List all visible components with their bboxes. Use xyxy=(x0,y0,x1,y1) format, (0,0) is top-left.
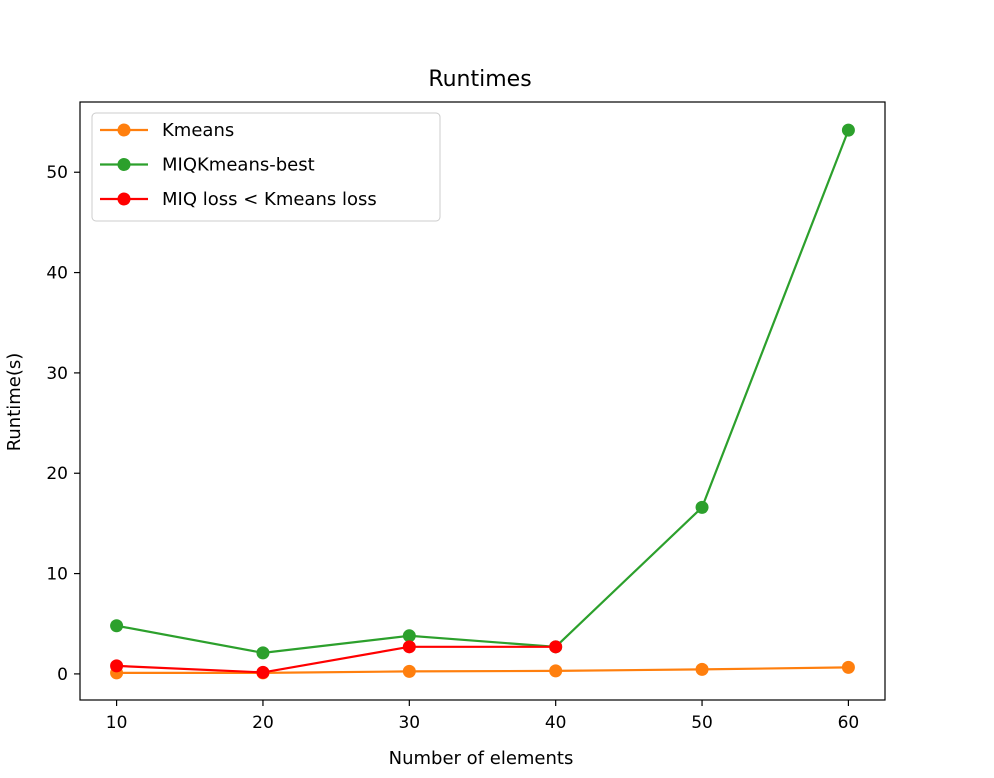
legend-item: Kmeans xyxy=(100,120,234,141)
y-axis-label: Runtime(s) xyxy=(4,353,25,452)
data-point xyxy=(256,646,270,660)
legend-marker xyxy=(117,158,131,171)
x-tick-label: 40 xyxy=(545,713,567,733)
plot-frame xyxy=(79,101,886,701)
data-point xyxy=(695,500,709,514)
data-point xyxy=(110,659,124,673)
y-tick-label: 10 xyxy=(46,565,68,585)
legend-label: MIQKmeans-best xyxy=(162,155,315,176)
y-tick-label: 0 xyxy=(57,665,68,685)
data-point xyxy=(549,640,563,654)
legend-label: MIQ loss < Kmeans loss xyxy=(162,189,377,210)
data-point xyxy=(549,664,563,678)
data-point xyxy=(841,123,855,137)
data-point xyxy=(695,662,709,676)
axes: 10 20 30 40 50 60 0 10 20 30 40 50 xyxy=(46,163,859,733)
series-line xyxy=(116,645,556,674)
legend-box xyxy=(91,112,441,222)
x-tick-label: 50 xyxy=(691,713,713,733)
plot-area xyxy=(79,101,886,701)
legend-marker xyxy=(117,123,131,137)
legend-label: Kmeans xyxy=(162,120,234,141)
legend-item: MIQKmeans-best xyxy=(100,155,315,176)
y-tick-label: 20 xyxy=(46,464,68,484)
data-point xyxy=(402,664,416,678)
legend-marker xyxy=(117,192,131,206)
data-point xyxy=(110,619,124,633)
legend-item: MIQ loss < Kmeans loss xyxy=(100,189,377,210)
series-line xyxy=(116,129,850,654)
series-2 xyxy=(110,640,563,679)
y-tick-label: 40 xyxy=(46,264,68,284)
x-tick-label: 30 xyxy=(398,713,420,733)
x-tick-label: 20 xyxy=(252,713,274,733)
series-layer xyxy=(110,123,855,680)
x-tick-label: 10 xyxy=(106,713,128,733)
y-tick-label: 50 xyxy=(46,163,68,183)
data-point xyxy=(841,660,855,674)
x-axis-label: Number of elements xyxy=(389,748,574,769)
series-line xyxy=(116,666,849,675)
x-tick-label: 60 xyxy=(838,713,860,733)
y-tick-label: 30 xyxy=(46,364,68,384)
data-point xyxy=(402,640,416,654)
legend: Kmeans MIQKmeans-best MIQ loss < Kmeans lo… xyxy=(91,112,441,222)
data-point xyxy=(402,629,416,643)
chart-title: Runtimes xyxy=(428,67,531,92)
data-point xyxy=(256,665,270,679)
